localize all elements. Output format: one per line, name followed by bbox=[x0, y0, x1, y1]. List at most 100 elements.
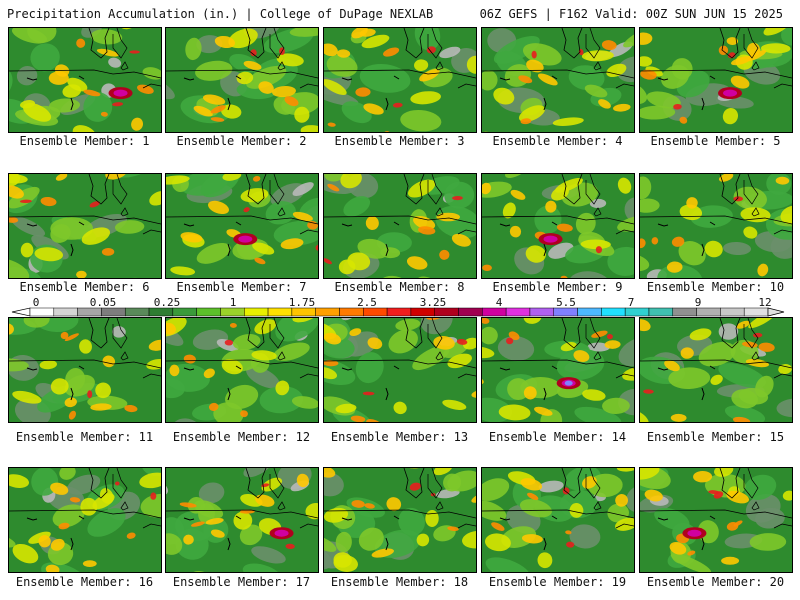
colorbar-tick-label: 5.5 bbox=[556, 296, 576, 309]
ensemble-member-label: Ensemble Member: 3 bbox=[334, 134, 465, 148]
ensemble-member-label: Ensemble Member: 4 bbox=[492, 134, 623, 148]
ensemble-member-label: Ensemble Member: 2 bbox=[176, 134, 307, 148]
colorbar-bin bbox=[529, 307, 555, 317]
ensemble-member-label: Ensemble Member: 20 bbox=[646, 575, 785, 589]
colorbar-bin bbox=[482, 307, 507, 317]
colorbar-bin bbox=[148, 307, 174, 317]
ensemble-member-label: Ensemble Member: 11 bbox=[15, 430, 154, 444]
colorbar-bin bbox=[101, 307, 126, 317]
colorbar-tick-label: 2.5 bbox=[357, 296, 377, 309]
precip-map bbox=[640, 28, 792, 132]
ensemble-panel bbox=[165, 173, 319, 279]
ensemble-panel bbox=[481, 317, 635, 423]
colorbar-bin bbox=[553, 307, 578, 317]
ensemble-panel bbox=[323, 317, 477, 423]
ensemble-panel bbox=[481, 467, 635, 573]
ensemble-panel bbox=[639, 317, 793, 423]
ensemble-panel bbox=[165, 317, 319, 423]
precip-map bbox=[640, 318, 792, 422]
colorbar-bin bbox=[648, 307, 674, 317]
precip-map bbox=[166, 28, 318, 132]
ensemble-panel bbox=[639, 467, 793, 573]
ensemble-member-label: Ensemble Member: 5 bbox=[650, 134, 781, 148]
colorbar-bin bbox=[720, 307, 745, 317]
ensemble-member-label: Ensemble Member: 18 bbox=[330, 575, 469, 589]
ensemble-member-label: Ensemble Member: 10 bbox=[646, 280, 785, 294]
ensemble-panel bbox=[165, 27, 319, 133]
precip-map bbox=[482, 468, 634, 572]
colorbar-bin bbox=[220, 307, 245, 317]
precip-map bbox=[324, 318, 476, 422]
ensemble-panel bbox=[8, 317, 162, 423]
ensemble-member-label: Ensemble Member: 6 bbox=[19, 280, 150, 294]
colorbar-tick-label: 4 bbox=[495, 296, 503, 309]
precip-map bbox=[9, 318, 161, 422]
colorbar-bin bbox=[672, 307, 697, 317]
ensemble-panel bbox=[8, 173, 162, 279]
ensemble-member-label: Ensemble Member: 17 bbox=[172, 575, 311, 589]
precip-map bbox=[324, 174, 476, 278]
ensemble-panel bbox=[639, 173, 793, 279]
ensemble-member-label: Ensemble Member: 16 bbox=[15, 575, 154, 589]
ensemble-member-label: Ensemble Member: 19 bbox=[488, 575, 627, 589]
precip-map bbox=[482, 318, 634, 422]
colorbar-bin bbox=[458, 307, 483, 317]
colorbar-max-arrow bbox=[767, 307, 785, 317]
precip-map bbox=[324, 468, 476, 572]
colorbar-bin bbox=[601, 307, 626, 317]
ensemble-member-label: Ensemble Member: 13 bbox=[330, 430, 469, 444]
ensemble-panel bbox=[481, 27, 635, 133]
precip-map bbox=[166, 468, 318, 572]
ensemble-panel bbox=[165, 467, 319, 573]
precip-map bbox=[640, 468, 792, 572]
colorbar-bin bbox=[339, 307, 364, 317]
ensemble-panel bbox=[323, 27, 477, 133]
precip-map bbox=[324, 28, 476, 132]
ensemble-panel bbox=[8, 467, 162, 573]
colorbar-bin bbox=[124, 307, 150, 317]
colorbar-bin bbox=[53, 307, 78, 317]
ensemble-panel bbox=[639, 27, 793, 133]
ensemble-member-label: Ensemble Member: 15 bbox=[646, 430, 785, 444]
precip-map bbox=[166, 318, 318, 422]
colorbar-bin bbox=[624, 307, 650, 317]
colorbar-bin bbox=[29, 307, 55, 317]
colorbar-bin bbox=[434, 307, 459, 317]
colorbar-bin bbox=[196, 307, 221, 317]
ensemble-member-label: Ensemble Member: 1 bbox=[19, 134, 150, 148]
colorbar-bin bbox=[172, 307, 197, 317]
ensemble-member-label: Ensemble Member: 12 bbox=[172, 430, 311, 444]
precip-map bbox=[9, 468, 161, 572]
ensemble-panel bbox=[481, 173, 635, 279]
colorbar-tick-label: 9 bbox=[694, 296, 702, 309]
colorbar-bin bbox=[386, 307, 412, 317]
colorbar-bin bbox=[505, 307, 531, 317]
ensemble-member-label: Ensemble Member: 14 bbox=[488, 430, 627, 444]
colorbar-tick-label: 0.25 bbox=[153, 296, 181, 309]
run-valid-time: 06Z GEFS | F162 Valid: 00Z SUN JUN 15 20… bbox=[479, 7, 783, 21]
colorbar-scale bbox=[11, 307, 785, 317]
colorbar-tick-label: 0.05 bbox=[89, 296, 117, 309]
precip-map bbox=[640, 174, 792, 278]
precip-map bbox=[482, 28, 634, 132]
colorbar-tick-label: 7 bbox=[627, 296, 635, 309]
colorbar-bin bbox=[410, 307, 435, 317]
map-title: Precipitation Accumulation (in.) | Colle… bbox=[7, 7, 434, 21]
ensemble-panel bbox=[323, 467, 477, 573]
colorbar-min-arrow bbox=[11, 307, 31, 317]
precip-colorbar bbox=[0, 296, 800, 318]
colorbar-bin bbox=[77, 307, 102, 317]
colorbar-bin bbox=[363, 307, 388, 317]
precip-map bbox=[9, 28, 161, 132]
map-header: Precipitation Accumulation (in.) | Colle… bbox=[0, 0, 800, 26]
colorbar-bin bbox=[244, 307, 269, 317]
ensemble-panel bbox=[323, 173, 477, 279]
precip-map bbox=[482, 174, 634, 278]
colorbar-tick-label: 1 bbox=[229, 296, 237, 309]
precip-map bbox=[166, 174, 318, 278]
colorbar-tick-label: 0 bbox=[32, 296, 40, 309]
colorbar-bin bbox=[267, 307, 293, 317]
colorbar-bin bbox=[743, 307, 769, 317]
colorbar-bin bbox=[577, 307, 602, 317]
ensemble-member-label: Ensemble Member: 8 bbox=[334, 280, 465, 294]
